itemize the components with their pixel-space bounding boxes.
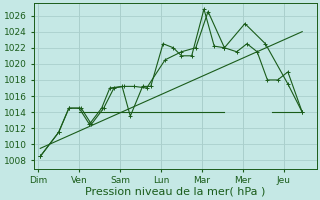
- X-axis label: Pression niveau de la mer( hPa ): Pression niveau de la mer( hPa ): [85, 187, 266, 197]
